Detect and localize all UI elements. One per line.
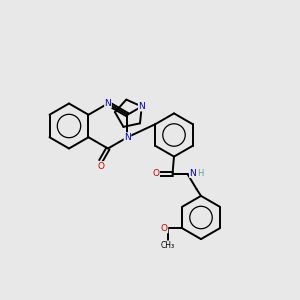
Text: N: N (124, 133, 131, 142)
Text: N: N (190, 169, 196, 178)
Text: H: H (197, 169, 203, 178)
Text: O: O (97, 162, 104, 171)
Text: N: N (105, 99, 111, 108)
Text: N: N (138, 102, 145, 111)
Text: O: O (152, 169, 160, 178)
Text: O: O (161, 224, 168, 233)
Text: CH₃: CH₃ (161, 241, 175, 250)
